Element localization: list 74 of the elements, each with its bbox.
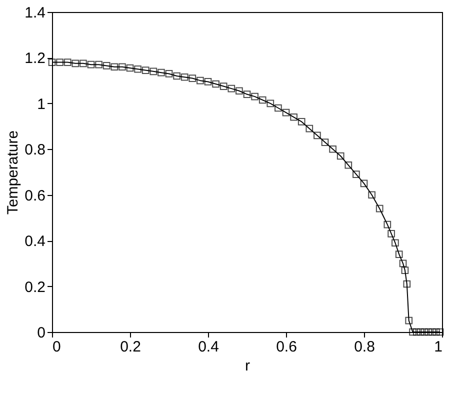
y-tick-label: 0.2 — [24, 278, 46, 296]
point — [48, 58, 56, 66]
y-tick-label: 0 — [37, 324, 46, 342]
point — [428, 328, 436, 336]
point — [220, 82, 228, 90]
point — [80, 60, 87, 68]
y-axis-title: Temperature — [4, 130, 22, 215]
point — [228, 84, 236, 92]
point — [142, 66, 150, 74]
point — [416, 328, 424, 336]
point — [395, 250, 403, 258]
point — [298, 118, 306, 126]
point — [409, 328, 416, 336]
point — [110, 63, 118, 71]
point — [173, 72, 180, 80]
x-tick-label: 0.2 — [120, 338, 141, 356]
point — [314, 132, 321, 140]
point — [134, 65, 142, 73]
point — [150, 68, 158, 76]
point — [321, 138, 329, 146]
point — [424, 328, 432, 336]
point — [360, 180, 368, 188]
point — [412, 328, 420, 336]
point — [87, 60, 95, 68]
y-tick-label: 0.6 — [24, 187, 46, 204]
x-tick-label: 0 — [52, 338, 61, 356]
point — [432, 328, 440, 336]
point — [306, 124, 314, 132]
point — [165, 70, 173, 78]
x-tick-label: 0.4 — [198, 338, 219, 356]
point — [401, 266, 409, 274]
point — [72, 60, 80, 68]
y-tick-label: 0.4 — [24, 233, 46, 250]
y-tick-label: 1.2 — [24, 50, 46, 68]
point — [352, 170, 360, 178]
point — [180, 73, 188, 81]
point — [56, 58, 64, 66]
x-tick-label: 1 — [434, 338, 442, 356]
point — [188, 74, 196, 82]
point — [118, 63, 126, 71]
point — [266, 100, 274, 108]
point — [368, 191, 376, 199]
point — [405, 316, 413, 324]
point — [282, 108, 290, 116]
point — [388, 230, 395, 238]
point — [258, 96, 266, 104]
y-tick-label: 1 — [37, 96, 46, 113]
point — [384, 220, 392, 228]
point — [64, 58, 72, 66]
point — [420, 328, 428, 336]
point — [329, 145, 336, 153]
point — [236, 87, 243, 95]
point — [274, 104, 282, 112]
point — [126, 64, 134, 72]
point — [403, 280, 411, 288]
point — [102, 62, 110, 70]
point — [243, 90, 251, 98]
point — [204, 78, 212, 86]
point — [399, 260, 407, 268]
point — [212, 80, 220, 88]
y-tick-label: 1.4 — [24, 4, 46, 22]
point — [196, 76, 204, 84]
x-tick-label: 0.8 — [354, 338, 375, 356]
x-tick-label: 0.6 — [276, 338, 297, 356]
point — [290, 113, 298, 121]
point — [158, 68, 165, 76]
point — [344, 161, 352, 169]
x-axis-title: r — [245, 358, 250, 374]
point — [95, 60, 102, 68]
point — [251, 92, 258, 100]
point — [392, 239, 399, 247]
point — [336, 152, 344, 160]
point — [376, 204, 384, 212]
y-tick-label: 0.8 — [24, 142, 46, 159]
